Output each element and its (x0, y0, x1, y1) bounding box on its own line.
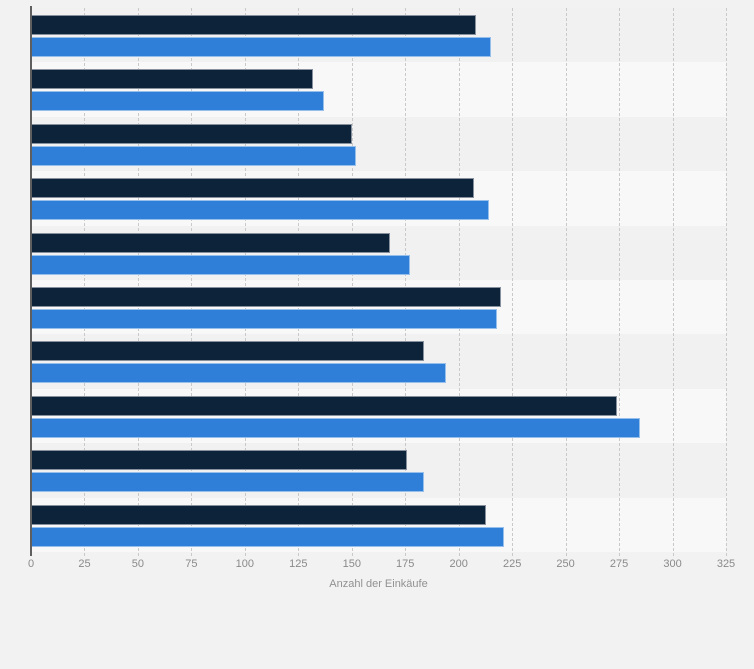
gridline (191, 8, 193, 556)
x-tick-label: 250 (556, 558, 575, 570)
x-tick-label: 125 (289, 558, 308, 570)
bar-chart: 0 25 50 75 100 125 150 175 200 225 250 275 300 325 An… (27, 6, 735, 590)
y-axis-line (30, 6, 32, 556)
x-axis-title: Anzahl der Einkäufe (329, 578, 428, 590)
bar-series-blue[interactable] (31, 472, 425, 493)
bar-series-dark-navy[interactable] (31, 287, 502, 307)
category-group (31, 62, 726, 116)
gridline (565, 8, 567, 556)
x-tick-label: 50 (131, 558, 145, 570)
category-group (31, 498, 726, 552)
x-tick-label: 225 (502, 558, 522, 570)
bar-series-blue[interactable] (31, 254, 410, 275)
bar-series-blue[interactable] (31, 526, 504, 547)
x-tick-label: 0 (27, 558, 35, 570)
bar-series-blue[interactable] (31, 309, 498, 329)
category-group (31, 334, 726, 388)
category-group (31, 389, 726, 443)
x-tick-label: 100 (235, 558, 255, 570)
x-tick-label: 150 (342, 558, 361, 570)
bar-series-blue[interactable] (31, 200, 489, 221)
gridline (726, 8, 727, 556)
category-group (31, 226, 726, 280)
bar-series-blue[interactable] (31, 91, 324, 112)
gridline (298, 8, 300, 556)
x-tick-label: 175 (396, 558, 415, 570)
category-group (31, 117, 726, 171)
bar-series-dark-navy[interactable] (31, 69, 314, 90)
gridline (619, 8, 621, 556)
gridline (137, 8, 139, 556)
bar-series-blue[interactable] (31, 363, 446, 384)
x-axis-tick-labels: 0 25 50 75 100 125 150 175 200 225 250 275 300 325 (27, 558, 735, 572)
bar-series-blue[interactable] (31, 37, 491, 57)
gridline (512, 8, 514, 556)
gridline (244, 8, 246, 556)
gridlines (31, 8, 727, 556)
bar-series-dark-navy[interactable] (31, 341, 425, 362)
category-group (31, 171, 726, 225)
plot-area (30, 6, 727, 556)
category-group (31, 280, 726, 334)
bar-series-dark-navy[interactable] (31, 178, 474, 199)
x-tick-label: 325 (716, 558, 736, 570)
bar-series-dark-navy[interactable] (31, 15, 476, 35)
bar-series-dark-navy[interactable] (31, 123, 352, 144)
x-tick-label: 200 (449, 558, 468, 570)
bar-series-dark-navy[interactable] (31, 232, 391, 253)
bar-series-blue[interactable] (31, 417, 641, 438)
gridline (351, 8, 353, 556)
bar-series-dark-navy[interactable] (31, 395, 617, 416)
x-tick-label: 275 (609, 558, 629, 570)
x-tick-label: 75 (185, 558, 198, 570)
gridline (672, 8, 674, 556)
category-group (31, 8, 726, 62)
gridline (405, 8, 407, 556)
category-group (31, 443, 726, 497)
x-tick-label: 300 (663, 558, 682, 570)
bar-series-dark-navy[interactable] (31, 504, 487, 525)
gridline (458, 8, 460, 556)
x-tick-label: 25 (78, 558, 91, 570)
bar-series-blue[interactable] (31, 145, 357, 166)
gridline (84, 8, 86, 556)
bars-container (31, 8, 726, 552)
bar-series-dark-navy[interactable] (31, 450, 408, 471)
